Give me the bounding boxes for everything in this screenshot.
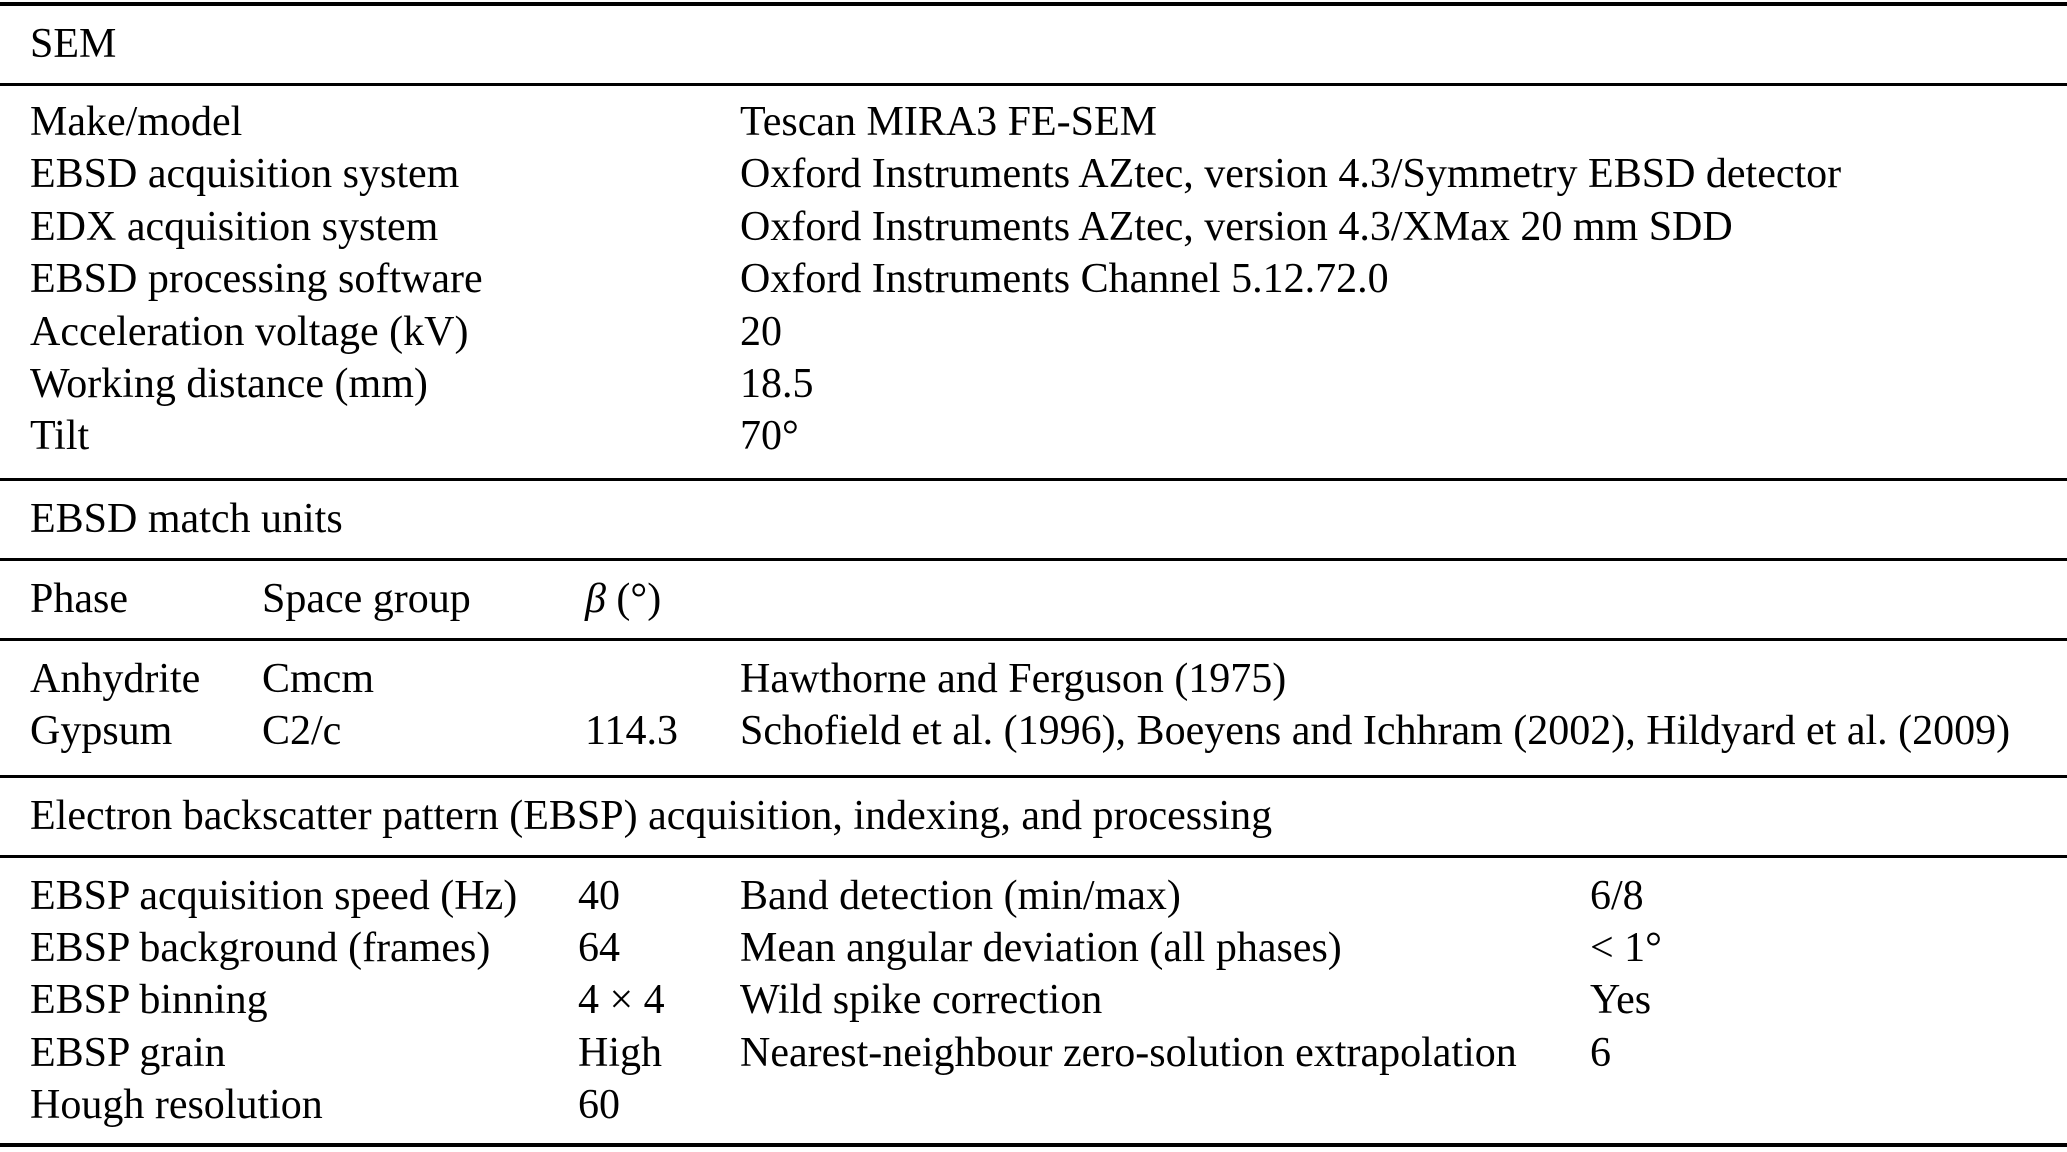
section-header-sem: SEM (30, 21, 117, 67)
row-label: EBSP grain (30, 1029, 226, 1076)
ebsp-rows: EBSP acquisition speed (Hz) 40 Band dete… (0, 858, 2067, 1143)
table-row: EBSP acquisition speed (Hz) 40 Band dete… (0, 870, 2067, 922)
rule (0, 774, 2067, 778)
reference-cell: Hawthorne and Ferguson (1975) (740, 655, 1287, 702)
row-label: Mean angular deviation (all phases) (740, 925, 1342, 972)
table-row: Working distance (mm) 18.5 (0, 358, 2067, 410)
section-header-match-units: EBSD match units (30, 495, 343, 542)
match-units-column-headers: Phase Space group β (°) (0, 561, 2067, 638)
table-row: Anhydrite Cmcm Hawthorne and Ferguson (1… (0, 653, 2067, 705)
table-row: Hough resolution 60 (0, 1079, 2067, 1131)
row-value: Oxford Instruments Channel 5.12.72.0 (740, 256, 1389, 303)
row-value: 6 (1590, 1029, 1611, 1076)
row-value: 20 (740, 308, 782, 355)
reference-cell: Schofield et al. (1996), Boeyens and Ich… (740, 708, 2011, 755)
column-header-phase: Phase (30, 575, 128, 622)
table-row: EBSP binning 4 × 4 Wild spike correction… (0, 974, 2067, 1026)
row-label (740, 1079, 1590, 1131)
row-value: 4 × 4 (578, 977, 665, 1024)
table-row: EDX acquisition system Oxford Instrument… (0, 201, 2067, 253)
row-label: EBSP acquisition speed (Hz) (30, 872, 518, 919)
row-label: Make/model (30, 99, 243, 145)
row-value: 64 (578, 925, 620, 972)
beta-cell: 114.3 (585, 708, 678, 755)
row-value (1590, 1079, 2067, 1131)
row-label: Acceleration voltage (kV) (30, 308, 469, 355)
rule (0, 637, 2067, 641)
match-units-rows: Anhydrite Cmcm Hawthorne and Ferguson (1… (0, 641, 2067, 775)
row-value: 40 (578, 872, 620, 919)
phase-cell: Gypsum (30, 708, 173, 755)
row-label: Hough resolution (30, 1082, 323, 1129)
row-value: High (578, 1029, 662, 1076)
row-label: EDX acquisition system (30, 203, 439, 250)
row-value: Oxford Instruments AZtec, version 4.3/Sy… (740, 151, 1842, 198)
column-header-beta: β (°) (585, 573, 740, 625)
beta-cell (585, 653, 740, 705)
column-header-space-group: Space group (262, 575, 471, 622)
rule (0, 854, 2067, 858)
beta-symbol: β (585, 575, 606, 622)
row-value: 70° (740, 413, 799, 460)
rule (0, 477, 2067, 481)
table-top-rule (0, 2, 2067, 6)
table-row: Tilt 70° (0, 410, 2067, 462)
row-label: Nearest-neighbour zero-solution extrapol… (740, 1029, 1517, 1076)
row-value: Oxford Instruments AZtec, version 4.3/XM… (740, 203, 1733, 250)
table-row: Acceleration voltage (kV) 20 (0, 306, 2067, 358)
row-label: Band detection (min/max) (740, 872, 1181, 919)
table-row: EBSP grain High Nearest-neighbour zero-s… (0, 1027, 2067, 1079)
sem-rows: Make/model Tescan MIRA3 FE-SEM EBSD acqu… (0, 86, 2067, 478)
row-value: 6/8 (1590, 872, 1644, 919)
row-label: EBSP background (frames) (30, 925, 491, 972)
column-header-spacer (740, 573, 2067, 625)
phase-cell: Anhydrite (30, 655, 201, 702)
row-label: Wild spike correction (740, 977, 1103, 1024)
row-value: Yes (1590, 977, 1652, 1024)
table-row: EBSD acquisition system Oxford Instrumen… (0, 148, 2067, 200)
space-group-cell: Cmcm (262, 655, 374, 702)
row-label: EBSD processing software (30, 256, 483, 303)
row-label: Tilt (30, 413, 90, 460)
table-row: Make/model Tescan MIRA3 FE-SEM (0, 96, 2067, 148)
beta-unit: (°) (616, 575, 662, 622)
space-group-cell: C2/c (262, 708, 342, 755)
row-value: 18.5 (740, 361, 814, 408)
row-label: EBSP binning (30, 977, 268, 1024)
table-bottom-rule (0, 1142, 2067, 1147)
row-value: < 1° (1590, 925, 1662, 972)
table-row: Gypsum C2/c 114.3 Schofield et al. (1996… (0, 705, 2067, 757)
row-value: Tescan MIRA3 FE-SEM (740, 99, 1158, 145)
row-value: 60 (578, 1082, 620, 1129)
rule (0, 557, 2067, 561)
rule (0, 83, 2067, 86)
section-header-ebsp: Electron backscatter pattern (EBSP) acqu… (30, 792, 1273, 839)
table-row: EBSD processing software Oxford Instrume… (0, 253, 2067, 305)
table-row: EBSP background (frames) 64 Mean angular… (0, 922, 2067, 974)
row-label: EBSD acquisition system (30, 151, 460, 198)
row-label: Working distance (mm) (30, 361, 428, 408)
